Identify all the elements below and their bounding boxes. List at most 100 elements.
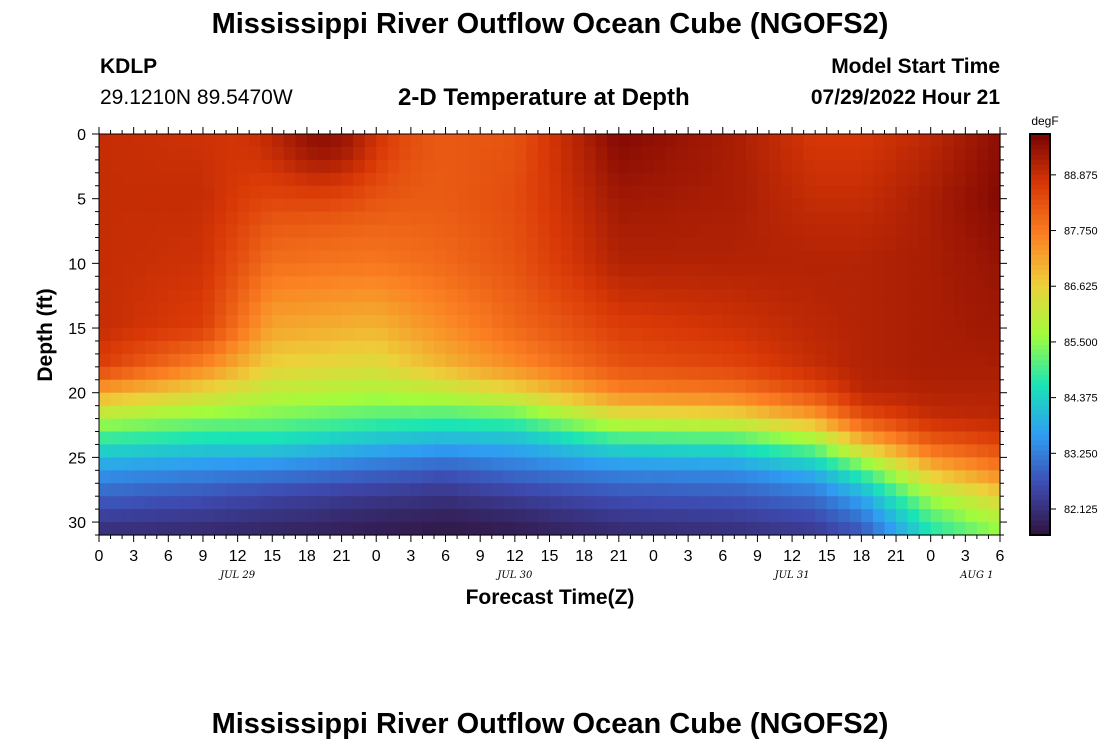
heatmap-cell [953,328,966,342]
heatmap-cell [976,159,990,174]
heatmap-cell [757,237,770,252]
heatmap-cell [607,522,620,536]
heatmap-cell [595,237,608,252]
heatmap-cell [595,146,608,161]
heatmap-cell [133,483,146,497]
heatmap-cell [422,302,435,316]
heatmap-cell [745,172,759,187]
heatmap-cell [376,418,389,433]
heatmap-cell [226,250,239,264]
heatmap-cell [861,379,874,394]
heatmap-cell [468,483,481,497]
heatmap-cell [318,263,331,277]
heatmap-cell [965,146,978,161]
heatmap-cell [711,224,724,239]
heatmap-cell [711,185,724,200]
heatmap-cell [942,263,955,277]
heatmap-cell [815,211,828,226]
heatmap-cell [872,457,886,471]
heatmap-cell [607,379,620,394]
heatmap-cell [514,522,527,536]
heatmap-cell [919,444,932,458]
heatmap-cell [202,418,216,433]
heatmap-cell [260,198,273,213]
heatmap-cell [826,198,839,213]
heatmap-cell [780,444,793,458]
heatmap-cell [665,198,678,213]
heatmap-cell [826,405,839,420]
heatmap-cell [249,134,262,148]
heatmap-cell [722,496,735,510]
heatmap-cell [699,224,712,239]
heatmap-cell [803,509,816,523]
heatmap-cell [364,340,377,355]
heatmap-cell [699,159,712,174]
heatmap-cell [549,431,562,446]
colorbar-unit-label: degF [1031,114,1058,128]
heatmap-cell [202,302,216,316]
heatmap-cell [202,340,216,355]
x-tick-label: 12 [506,548,524,565]
heatmap-cell [861,496,874,510]
heatmap-cell [641,366,655,381]
heatmap-cell [260,211,273,226]
heatmap-cell [410,198,424,213]
heatmap-cell [953,263,966,277]
heatmap-cell [364,444,377,458]
heatmap-cell [768,289,782,303]
heatmap-cell [237,224,250,239]
heatmap-cell [226,431,239,446]
heatmap-cell [364,185,377,200]
heatmap-cell [399,353,412,368]
heatmap-cell [283,405,296,420]
heatmap-cell [976,509,990,523]
heatmap-cell [514,483,527,497]
heatmap-cell [953,340,966,355]
heatmap-cell [480,302,493,316]
heatmap-cell [688,211,701,226]
heatmap-cell [364,276,377,290]
heatmap-cell [942,211,955,226]
heatmap-cell [491,224,504,239]
heatmap-cell [503,198,516,213]
heatmap-cell [826,379,839,394]
heatmap-cell [734,353,747,368]
heatmap-cell [711,366,724,381]
heatmap-cell [595,457,608,471]
heatmap-cell [907,211,920,226]
colorbar-segment [1030,514,1050,521]
heatmap-cell [214,457,227,471]
heatmap-cell [422,366,435,381]
heatmap-cell [907,146,920,161]
heatmap-cell [491,366,504,381]
heatmap-cell [330,172,343,187]
heatmap-cell [988,159,1001,174]
heatmap-cell [745,340,759,355]
heatmap-cell [884,522,897,536]
heatmap-cell [838,134,851,148]
colorbar-segment [1030,219,1050,225]
heatmap-cell [907,224,920,239]
heatmap-cell [110,418,123,433]
heatmap-cell [491,509,504,523]
heatmap-cell [156,431,169,446]
heatmap-cell [572,366,585,381]
heatmap-cell [283,470,296,484]
heatmap-cell [122,431,135,446]
heatmap-cell [699,522,712,536]
heatmap-cell [318,172,331,187]
heatmap-cell [503,496,516,510]
heatmap-cell [99,237,112,252]
heatmap-cell [376,470,389,484]
heatmap-cell [179,522,193,536]
heatmap-cell [422,392,435,407]
heatmap-cell [988,457,1001,471]
heatmap-cell [734,289,747,303]
heatmap-cell [249,159,262,174]
heatmap-cell [283,146,296,161]
heatmap-cell [168,146,181,161]
heatmap-cell [214,172,227,187]
heatmap-cell [953,289,966,303]
heatmap-cell [815,366,828,381]
heatmap-cell [976,250,990,264]
